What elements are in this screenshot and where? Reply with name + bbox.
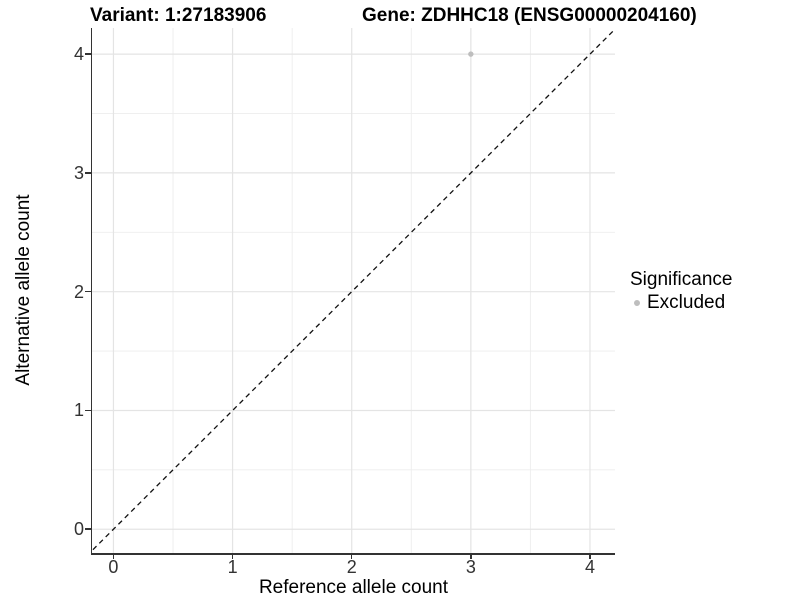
x-tick-label: 1 <box>227 557 238 577</box>
legend-point-icon <box>634 300 640 306</box>
y-tick-mark <box>85 53 91 55</box>
y-axis-title: Alternative allele count <box>13 194 34 386</box>
plot-title-gene: Gene: ZDHHC18 (ENSG00000204160) <box>362 5 697 26</box>
x-tick-label: 3 <box>465 557 476 577</box>
y-tick-label: 3 <box>73 162 84 183</box>
x-tick-mark <box>350 553 353 559</box>
x-tick-mark <box>231 553 234 559</box>
legend: Significance Excluded <box>628 268 732 314</box>
y-tick-mark <box>85 528 91 530</box>
legend-item-excluded: Excluded <box>634 292 732 314</box>
x-tick-label: 0 <box>108 557 119 577</box>
y-axis-line <box>90 28 92 555</box>
y-tick-label: 2 <box>73 281 84 302</box>
x-tick-mark <box>470 553 472 559</box>
plot-panel <box>92 28 615 553</box>
y-tick-mark <box>85 290 91 293</box>
x-tick-label: 4 <box>584 557 595 577</box>
legend-title: Significance <box>630 269 733 290</box>
y-tick-mark <box>85 409 91 412</box>
plot-title-variant: Variant: 1:27183906 <box>90 5 267 26</box>
legend-item-label: Excluded <box>647 292 726 313</box>
x-axis-title: Reference allele count <box>258 577 449 598</box>
y-tick-mark <box>85 172 91 174</box>
x-tick-mark <box>112 553 115 559</box>
y-tick-label: 4 <box>73 44 84 65</box>
x-tick-mark <box>589 553 591 559</box>
y-tick-label: 0 <box>73 519 84 540</box>
y-tick-label: 1 <box>73 400 84 421</box>
x-axis-line <box>90 553 615 555</box>
x-tick-label: 2 <box>346 557 357 577</box>
